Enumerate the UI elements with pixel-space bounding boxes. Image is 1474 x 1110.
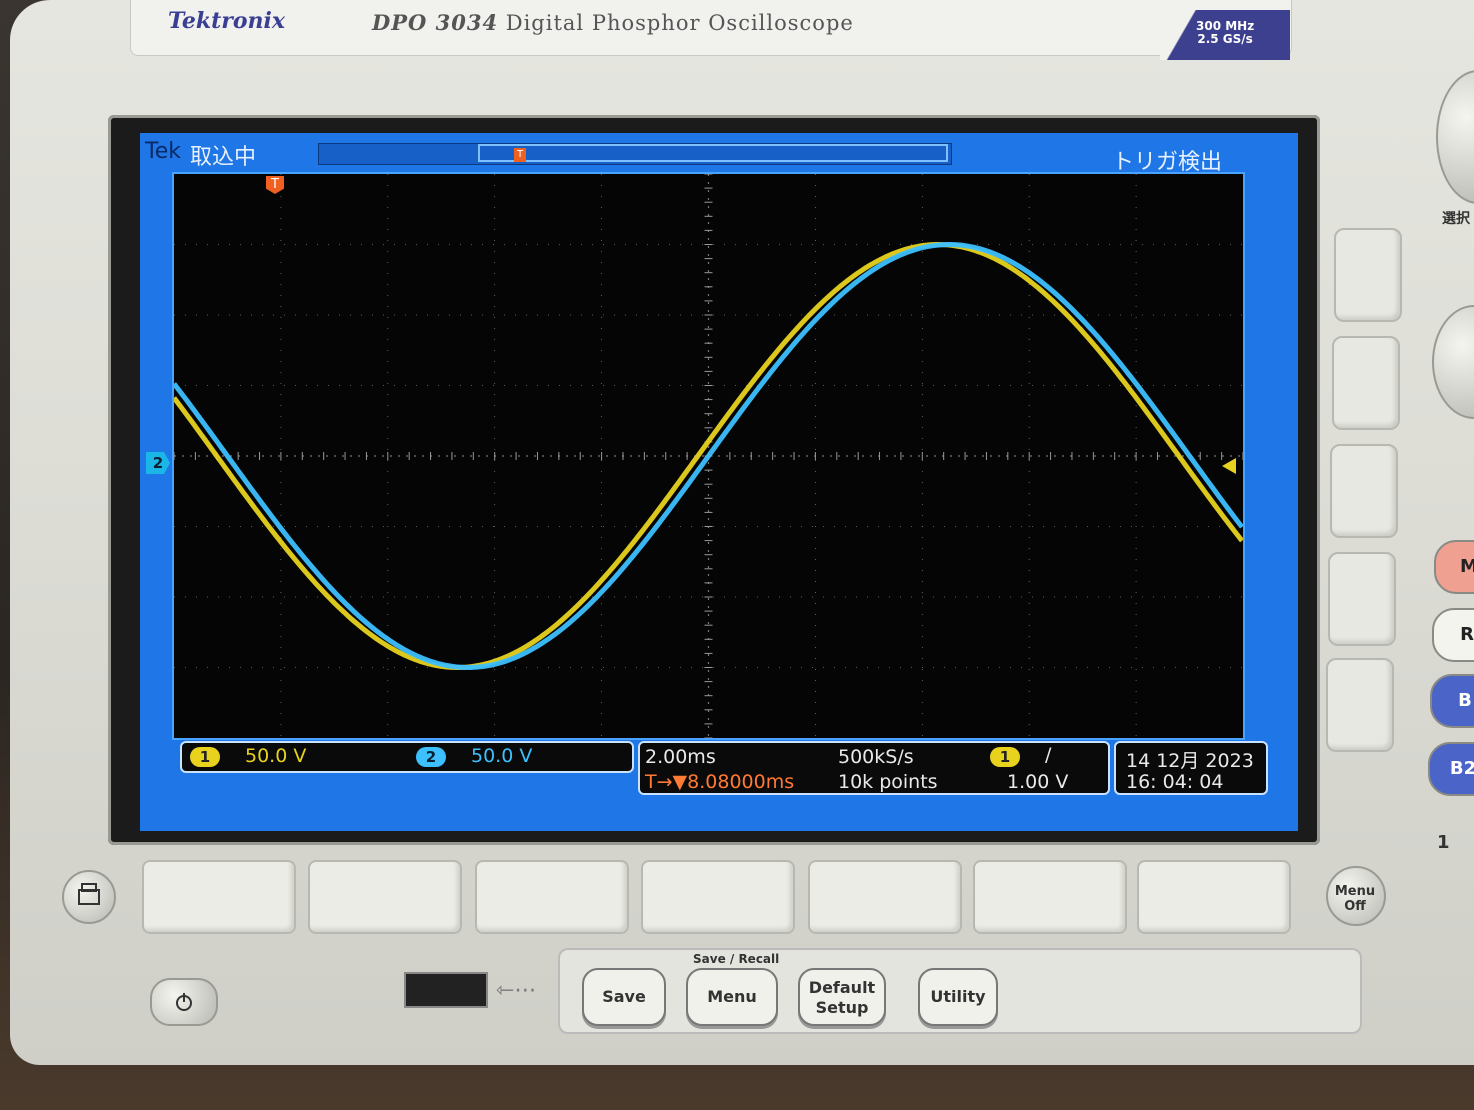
- record-length: 10k points: [838, 771, 938, 793]
- tek-label: Tek: [145, 139, 181, 164]
- utility-button[interactable]: Utility: [918, 968, 998, 1026]
- trigger-status: トリガ検出: [1112, 150, 1223, 175]
- print-button[interactable]: [62, 870, 116, 924]
- ch2-scale: 50.0 V: [471, 745, 533, 767]
- side-button-b2[interactable]: B2: [1428, 742, 1474, 796]
- save-recall-title: Save / Recall: [693, 952, 780, 966]
- ch2-ground-marker: 2: [146, 452, 170, 474]
- graticule: [172, 172, 1245, 740]
- datetime-panel: [1114, 741, 1268, 795]
- knob-label: 選択: [1442, 211, 1470, 227]
- side-menu-button-2[interactable]: [1332, 336, 1400, 430]
- waveform-ch2: [172, 242, 1244, 670]
- default-setup-button[interactable]: Default Setup: [798, 968, 886, 1026]
- side-button-m[interactable]: M: [1434, 540, 1474, 594]
- bottom-menu-button-7[interactable]: [1137, 860, 1291, 934]
- bottom-menu-button-1[interactable]: [142, 860, 296, 934]
- menu-off-label: Menu Off: [1334, 884, 1376, 914]
- trigger-position: T→▼8.08000ms: [645, 771, 795, 793]
- time-per-div: 2.00ms: [645, 746, 716, 768]
- usb-port[interactable]: [404, 972, 488, 1008]
- acquisition-status: 取込中: [190, 145, 257, 170]
- trigger-level: 1.00 V: [1007, 771, 1069, 793]
- ch1-scale: 50.0 V: [245, 745, 307, 767]
- sample-rate: 500kS/s: [838, 746, 914, 768]
- ch1-badge: 1: [190, 747, 220, 767]
- bottom-menu-button-3[interactable]: [475, 860, 629, 934]
- trigger-level-marker: [1222, 458, 1236, 474]
- bottom-menu-button-4[interactable]: [641, 860, 795, 934]
- spec-bandwidth: 300 MHz: [1196, 19, 1255, 33]
- waveform-ch1: [172, 242, 1244, 670]
- date-readout: 14 12月 2023: [1126, 750, 1254, 772]
- side-menu-button-3[interactable]: [1330, 444, 1398, 538]
- trigger-slope: /: [1045, 744, 1052, 766]
- ch2-badge: 2: [416, 747, 446, 767]
- spec-text: 300 MHz 2.5 GS/s: [1196, 20, 1254, 46]
- menu-off-button[interactable]: [1326, 866, 1386, 926]
- power-icon: [176, 993, 192, 1011]
- trigger-position-marker: T: [266, 176, 284, 194]
- menu-button[interactable]: Menu: [686, 968, 778, 1026]
- timebase-readout-panel: [638, 741, 1110, 795]
- brand-bar: [130, 0, 1292, 56]
- side-menu-button-1[interactable]: [1334, 228, 1402, 322]
- record-view-bar: [318, 143, 952, 165]
- power-button[interactable]: [150, 978, 218, 1026]
- waveform-plot: [172, 173, 1244, 739]
- model-description: Digital Phosphor Oscilloscope: [505, 11, 854, 35]
- save-button[interactable]: Save: [582, 968, 666, 1026]
- record-view-window: [478, 144, 948, 162]
- channel-readout-panel: [180, 741, 634, 773]
- spec-badge: [1160, 10, 1290, 60]
- spec-sample-rate: 2.5 GS/s: [1197, 32, 1253, 46]
- bottom-menu-button-6[interactable]: [973, 860, 1127, 934]
- model-number: DPO 3034: [372, 10, 499, 35]
- side-menu-button-4[interactable]: [1328, 552, 1396, 646]
- side-button-b[interactable]: B: [1430, 674, 1474, 728]
- bottom-menu-button-5[interactable]: [808, 860, 962, 934]
- time-readout: 16: 04: 04: [1126, 771, 1224, 793]
- usb-icon: ⇽⋯: [496, 978, 537, 1003]
- side-menu-button-5[interactable]: [1326, 658, 1394, 752]
- model-label: DPO 3034 Digital Phosphor Oscilloscope: [372, 10, 854, 35]
- printer-icon: [78, 883, 100, 905]
- brand-logo: Tektronix: [168, 8, 285, 34]
- record-trigger-marker: T: [514, 148, 526, 162]
- bottom-menu-button-2[interactable]: [308, 860, 462, 934]
- connector-label: 1: [1437, 832, 1450, 853]
- trigger-source-badge: 1: [990, 747, 1020, 767]
- side-button-r[interactable]: R: [1432, 608, 1474, 662]
